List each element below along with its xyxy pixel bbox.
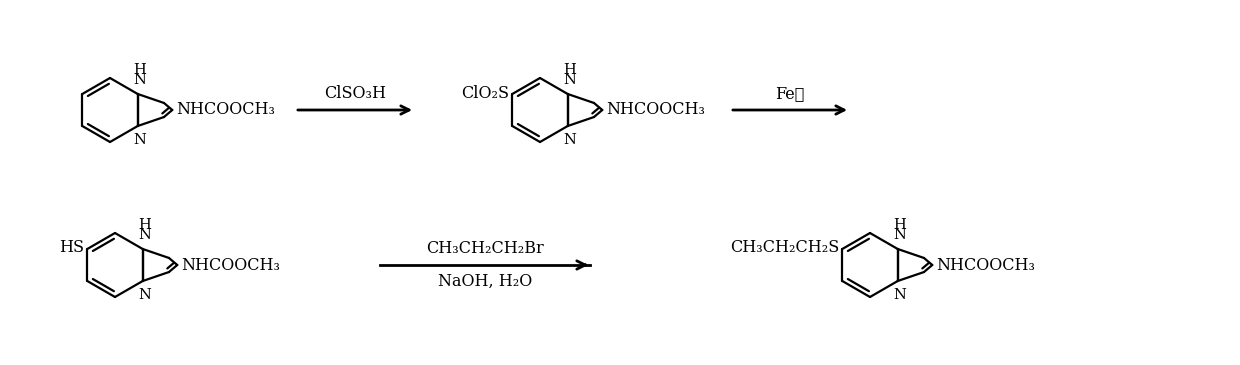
- Text: N: N: [139, 288, 151, 302]
- Text: H: H: [893, 218, 906, 232]
- Text: N: N: [563, 133, 577, 147]
- Text: N: N: [893, 288, 906, 302]
- Text: ClSO₃H: ClSO₃H: [324, 85, 386, 102]
- Text: N: N: [893, 228, 906, 242]
- Text: H: H: [134, 63, 146, 77]
- Text: N: N: [139, 228, 151, 242]
- Text: NaOH, H₂O: NaOH, H₂O: [438, 273, 532, 290]
- Text: HS: HS: [60, 239, 84, 257]
- Text: NHCOOCH₃: NHCOOCH₃: [606, 101, 706, 119]
- Text: N: N: [133, 133, 146, 147]
- Text: NHCOOCH₃: NHCOOCH₃: [936, 257, 1035, 273]
- Text: H: H: [563, 63, 577, 77]
- Text: CH₃CH₂CH₂S: CH₃CH₂CH₂S: [730, 239, 839, 257]
- Text: H: H: [139, 218, 151, 232]
- Text: N: N: [563, 73, 577, 87]
- Text: CH₃CH₂CH₂Br: CH₃CH₂CH₂Br: [427, 240, 544, 257]
- Text: ClO₂S: ClO₂S: [461, 85, 510, 101]
- Text: Fe粉: Fe粉: [775, 85, 805, 102]
- Text: N: N: [133, 73, 146, 87]
- Text: NHCOOCH₃: NHCOOCH₃: [176, 101, 275, 119]
- Text: NHCOOCH₃: NHCOOCH₃: [181, 257, 280, 273]
